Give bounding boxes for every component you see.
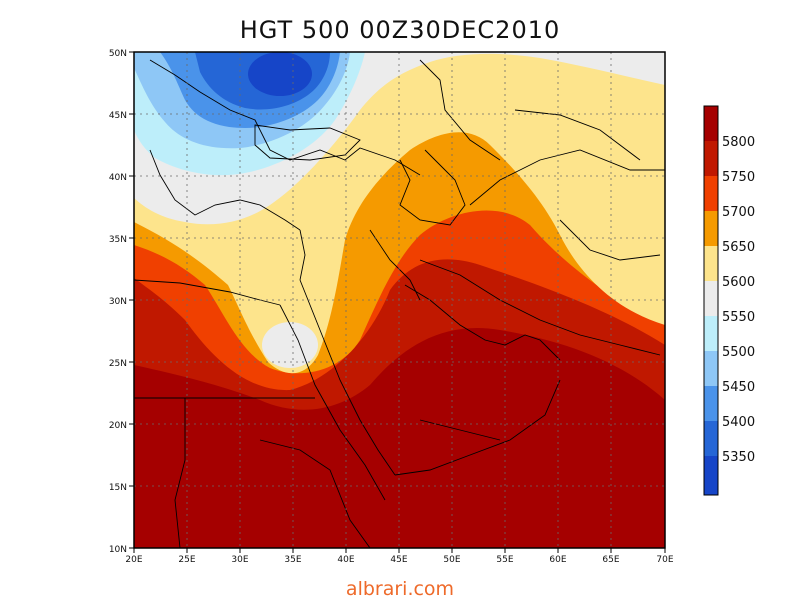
coastline-red-sea-west — [279, 304, 386, 501]
lon-label: 40E — [337, 555, 354, 565]
lat-label: 30N — [109, 297, 127, 307]
coastline-caspian — [399, 149, 466, 226]
lat-label: 10N — [109, 545, 127, 555]
map-boundaries — [134, 59, 665, 548]
colorbar-swatch — [704, 421, 718, 456]
contour-fill-layer — [134, 52, 665, 548]
lon-label: 30E — [231, 555, 248, 565]
lon-label: 45E — [390, 555, 407, 565]
band-lowest-core — [248, 52, 312, 96]
lon-label: 50E — [443, 555, 460, 565]
colorbar: 5800 5750 5700 5650 5600 5550 5500 5450 … — [703, 105, 755, 496]
colorbar-swatch — [704, 211, 718, 246]
lat-label: 50N — [109, 49, 127, 59]
coastline-europe — [149, 59, 421, 176]
coastline-arabia-south — [394, 379, 561, 476]
lon-label: 55E — [496, 555, 513, 565]
coastline-gulf — [404, 284, 561, 361]
colorbar-swatch — [704, 316, 718, 351]
colorbar-label: 5700 — [722, 205, 755, 220]
colorbar-label: 5550 — [722, 310, 755, 325]
border-borders-4 — [469, 149, 665, 206]
lon-label: 20E — [125, 555, 142, 565]
colorbar-swatch — [704, 141, 718, 176]
border-borders-3 — [369, 229, 421, 301]
lat-label: 40N — [109, 173, 127, 183]
border-borders-8 — [259, 439, 371, 548]
lon-label: 70E — [656, 555, 673, 565]
lat-label: 15N — [109, 483, 127, 493]
coastline-iran — [419, 259, 661, 356]
coastline-black-sea — [254, 124, 361, 161]
lon-labels: 20E 25E 30E 35E 40E 45E 50E 55E 60E 65E … — [125, 555, 673, 565]
lon-label: 65E — [602, 555, 619, 565]
colorbar-label: 5800 — [722, 135, 755, 150]
colorbar-swatch — [704, 386, 718, 421]
coastline-red-sea-east — [299, 279, 396, 476]
colorbar-label: 5400 — [722, 415, 755, 430]
lat-label: 45N — [109, 111, 127, 121]
border-borders-9 — [419, 419, 501, 441]
colorbar-label: 5600 — [722, 275, 755, 290]
watermark-text: albrari.com — [345, 578, 455, 600]
lat-label: 20N — [109, 421, 127, 431]
colorbar-label: 5650 — [722, 240, 755, 255]
colorbar-swatch — [704, 456, 718, 495]
colorbar-swatch — [704, 246, 718, 281]
lat-lon-gridlines — [134, 52, 665, 548]
lon-label: 25E — [178, 555, 195, 565]
coastline-greece-turkey — [149, 149, 301, 231]
colorbar-swatch — [704, 351, 718, 386]
coastline-levant — [299, 229, 306, 281]
lat-label: 35N — [109, 235, 127, 245]
colorbar-label: 5750 — [722, 170, 755, 185]
border-borders-7 — [419, 59, 501, 161]
border-borders-6 — [559, 219, 661, 261]
colorbar-swatch — [704, 106, 718, 141]
colorbar-swatch — [704, 281, 718, 316]
border-borders-2 — [174, 398, 186, 548]
lon-label: 35E — [284, 555, 301, 565]
axis-ticks — [129, 51, 666, 553]
coastline-north-africa — [134, 279, 281, 306]
colorbar-frame — [703, 105, 719, 496]
lon-label: 60E — [549, 555, 566, 565]
map-title: HGT 500 00Z30DEC2010 — [239, 16, 561, 44]
border-borders-5 — [514, 109, 641, 161]
lat-label: 25N — [109, 359, 127, 369]
band-5550-cutoff — [262, 322, 318, 368]
colorbar-label: 5450 — [722, 380, 755, 395]
colorbar-label: 5350 — [722, 450, 755, 465]
lat-labels: 50N 45N 40N 35N 30N 25N 20N 15N 10N — [109, 49, 127, 555]
colorbar-label: 5500 — [722, 345, 755, 360]
colorbar-swatch — [704, 176, 718, 211]
